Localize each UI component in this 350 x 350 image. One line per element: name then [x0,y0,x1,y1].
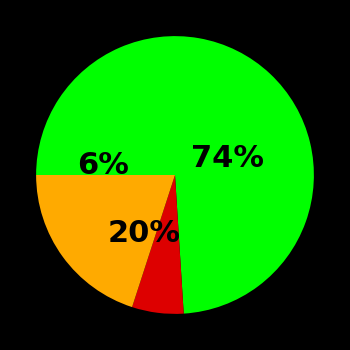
Text: 20%: 20% [108,219,181,248]
Text: 6%: 6% [77,151,129,180]
Wedge shape [36,175,175,307]
Wedge shape [36,36,314,314]
Wedge shape [132,175,184,314]
Text: 74%: 74% [191,144,264,173]
